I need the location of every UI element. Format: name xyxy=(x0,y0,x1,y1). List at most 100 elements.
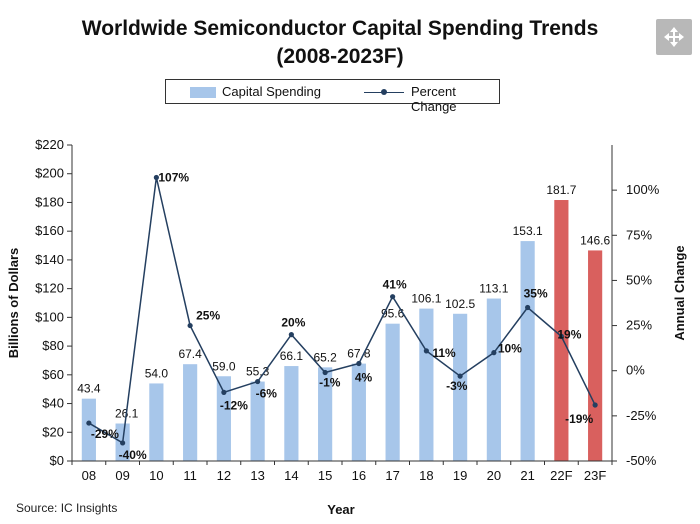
bar-11 xyxy=(183,364,198,461)
percent-change-label: -1% xyxy=(319,376,341,390)
move-arrows-icon xyxy=(664,27,684,47)
percent-change-label: 107% xyxy=(158,171,189,185)
percent-change-label: -3% xyxy=(446,379,468,393)
bar-08 xyxy=(81,398,96,461)
chart-title-line2: (2008-2023F) xyxy=(276,45,404,68)
y2-tick-label: 75% xyxy=(626,227,652,242)
legend-bar-swatch xyxy=(190,87,216,98)
x-tick-label: 10 xyxy=(149,468,163,483)
bar-13 xyxy=(250,381,265,461)
percent-change-point xyxy=(120,440,126,446)
y2-tick-label: -25% xyxy=(626,408,657,423)
percent-change-point xyxy=(525,304,531,311)
x-tick-label: 12 xyxy=(217,468,231,483)
percent-change-point xyxy=(558,333,564,340)
y-tick-label: $180 xyxy=(35,194,64,209)
percent-change-label: 19% xyxy=(557,327,581,341)
percent-change-label: 11% xyxy=(432,346,456,360)
y-tick-label: $20 xyxy=(42,424,64,439)
percent-change-label: 35% xyxy=(524,287,548,301)
bar-10 xyxy=(149,383,164,461)
bar-23F xyxy=(588,250,603,461)
percent-change-label: -12% xyxy=(220,398,248,412)
bar-18 xyxy=(419,308,434,461)
bar-21 xyxy=(520,241,535,461)
percent-change-point xyxy=(491,350,497,356)
y2-tick-label: 0% xyxy=(626,363,645,378)
y-tick-label: $220 xyxy=(35,137,64,152)
bar-20 xyxy=(486,298,501,461)
x-tick-label: 19 xyxy=(453,468,467,483)
bar-value-label: 43.4 xyxy=(77,382,101,396)
bar-value-label: 95.6 xyxy=(381,307,405,321)
x-tick-label: 22F xyxy=(550,468,572,483)
y2-tick-label: 25% xyxy=(626,318,652,333)
bar-value-label: 67.4 xyxy=(178,347,202,361)
y-tick-label: $60 xyxy=(42,367,64,382)
bar-value-label: 66.1 xyxy=(280,349,304,363)
percent-change-label: -6% xyxy=(256,387,278,401)
percent-change-point xyxy=(423,348,429,354)
x-tick-label: 09 xyxy=(115,468,129,483)
x-tick-label: 18 xyxy=(419,468,433,483)
bar-14 xyxy=(284,366,299,461)
bar-value-label: 55.3 xyxy=(246,365,270,379)
percent-change-label: 20% xyxy=(281,316,305,330)
y-axis-title: Billions of Dollars xyxy=(6,248,21,359)
percent-change-line xyxy=(88,177,596,445)
percent-change-label: -19% xyxy=(565,412,593,426)
bar-value-label: 67.8 xyxy=(347,347,371,361)
bar-value-label: 146.6 xyxy=(580,233,610,247)
percent-change-label: -40% xyxy=(119,448,147,462)
x-tick-label: 15 xyxy=(318,468,332,483)
bar-12 xyxy=(216,376,231,461)
y2-tick-label: 50% xyxy=(626,272,652,287)
y-tick-label: $120 xyxy=(35,281,64,296)
x-tick-label: 21 xyxy=(520,468,534,483)
y2-axis-title: Annual Change xyxy=(672,245,687,340)
bar-16 xyxy=(351,363,366,461)
y-tick-label: $100 xyxy=(35,309,64,324)
y2-tick-label: 100% xyxy=(626,182,660,197)
y-tick-label: $0 xyxy=(50,453,64,468)
legend-line-label: Percent Change xyxy=(411,84,457,114)
percent-change-point xyxy=(592,402,598,408)
percent-change-label: 25% xyxy=(196,309,220,323)
bar-22F xyxy=(554,200,569,461)
x-tick-label: 11 xyxy=(183,468,197,483)
move-icon[interactable] xyxy=(656,19,692,55)
percent-change-point xyxy=(356,360,362,367)
y-tick-label: $160 xyxy=(35,223,64,238)
x-axis-title: Year xyxy=(327,502,354,517)
x-tick-label: 20 xyxy=(487,468,501,483)
percent-change-point xyxy=(255,378,261,385)
percent-change-label: 10% xyxy=(498,342,522,356)
bar-value-label: 153.1 xyxy=(513,224,543,238)
y2-tick-label: -50% xyxy=(626,453,657,468)
percent-change-point xyxy=(187,322,193,329)
chart-title-line1: Worldwide Semiconductor Capital Spending… xyxy=(81,17,599,40)
percent-change-point xyxy=(390,294,396,300)
legend-bar-label: Capital Spending xyxy=(222,84,322,99)
bar-value-label: 181.7 xyxy=(546,183,576,197)
percent-change-label: 4% xyxy=(355,370,373,384)
x-tick-label: 14 xyxy=(284,468,298,483)
bar-value-label: 106.1 xyxy=(411,292,441,306)
bar-value-label: 54.0 xyxy=(145,366,169,380)
x-tick-label: 16 xyxy=(352,468,366,483)
bar-17 xyxy=(385,323,400,461)
percent-change-label: -29% xyxy=(91,427,119,441)
x-tick-label: 08 xyxy=(82,468,96,483)
bar-15 xyxy=(318,367,333,461)
bar-value-label: 65.2 xyxy=(313,350,337,364)
percent-change-point xyxy=(322,369,328,376)
percent-change-point xyxy=(153,174,159,181)
y-tick-label: $140 xyxy=(35,252,64,267)
percent-change-point xyxy=(86,420,92,426)
y-tick-label: $40 xyxy=(42,396,64,411)
bar-value-label: 59.0 xyxy=(212,359,236,373)
percent-change-point xyxy=(457,373,463,379)
x-tick-label: 23F xyxy=(584,468,606,483)
percent-change-point xyxy=(221,389,227,395)
